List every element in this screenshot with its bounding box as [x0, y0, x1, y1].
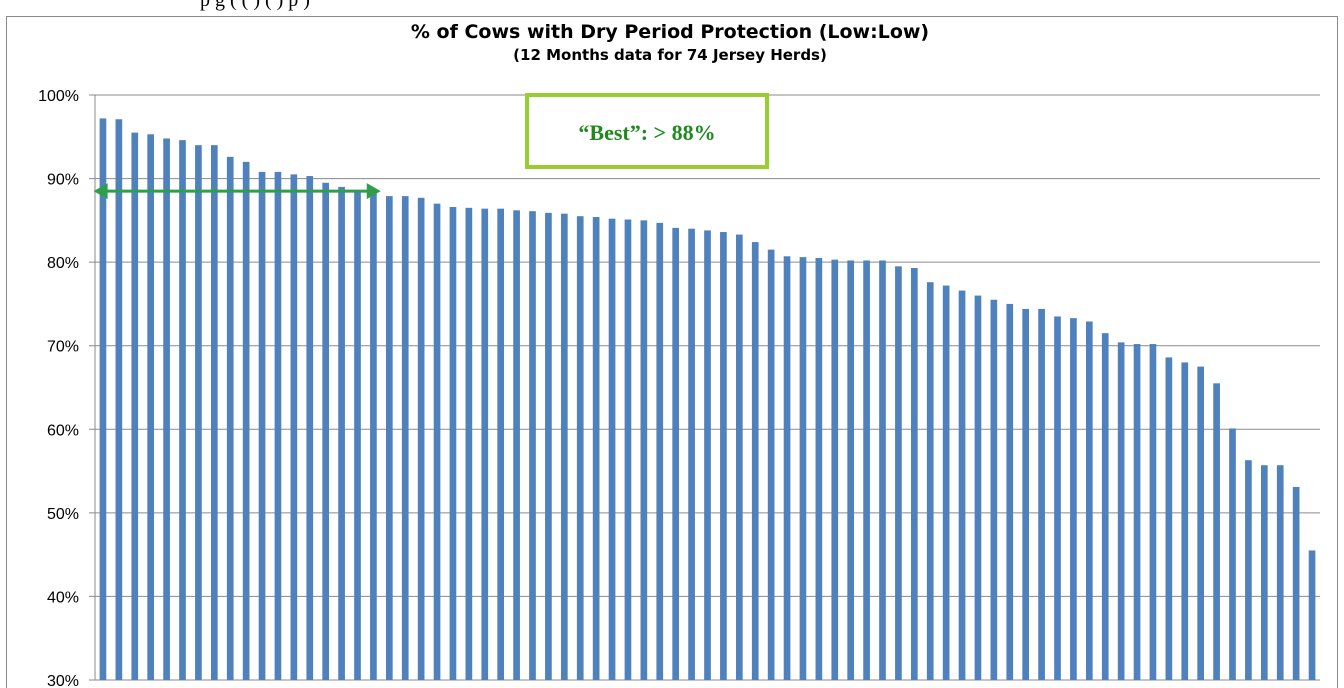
bar [370, 193, 377, 681]
bar [990, 299, 998, 680]
y-tick-label: 100% [38, 88, 79, 105]
bar [688, 228, 695, 680]
bar [1101, 333, 1109, 680]
callout-box [525, 93, 769, 169]
bar [720, 232, 727, 680]
bar [131, 132, 139, 681]
bar [195, 145, 202, 680]
bar [449, 206, 457, 681]
bar [545, 212, 552, 680]
bar [1085, 321, 1093, 680]
bar [1197, 366, 1205, 680]
bar [242, 161, 250, 681]
bar [433, 203, 441, 680]
bar [560, 213, 568, 681]
bar [290, 174, 298, 680]
bar [879, 260, 886, 680]
bar [672, 227, 680, 680]
bar [751, 242, 759, 680]
bar [1038, 308, 1045, 680]
top-caption: p g ( ( ) ( ) p ) [0, 0, 1344, 14]
chart-title: % of Cows with Dry Period Protection (Lo… [411, 21, 929, 43]
y-tick-label: 60% [47, 422, 79, 439]
bar [513, 210, 520, 680]
chart-subtitle: (12 Months data for 74 Jersey Herds) [513, 46, 827, 64]
bar [529, 211, 536, 680]
bar [831, 259, 839, 680]
bars [99, 118, 1316, 681]
bar [926, 282, 934, 680]
bar [576, 216, 584, 680]
callout-text: “Best”: > 88% [578, 120, 715, 145]
bar [322, 182, 330, 680]
bar [942, 285, 950, 680]
bar [767, 249, 775, 681]
bar [895, 266, 902, 680]
bar [258, 171, 266, 680]
bar [210, 145, 218, 680]
bar [656, 222, 664, 681]
bar [417, 197, 425, 681]
bar [799, 257, 807, 680]
bar [1006, 303, 1014, 680]
arrow-head-right [366, 183, 381, 200]
bar [1117, 342, 1125, 680]
bar [354, 191, 361, 681]
bar [640, 220, 648, 681]
bar [306, 176, 314, 680]
bar [481, 208, 489, 680]
bar [783, 256, 791, 680]
y-tick-label: 80% [47, 255, 79, 272]
bar [1070, 318, 1077, 680]
y-axis: 100% 90% 80% 70% 60% 50% 40% 30% [38, 88, 96, 688]
bar [338, 186, 345, 680]
bar [1213, 383, 1220, 680]
bar [1133, 344, 1141, 680]
bar [1181, 362, 1189, 680]
bar [592, 217, 600, 680]
bar [226, 156, 234, 681]
arrow-head-left [93, 183, 108, 200]
bar [385, 196, 393, 680]
bar [958, 290, 966, 680]
bar [608, 218, 616, 680]
bar [497, 208, 505, 680]
bar [179, 140, 186, 680]
top-caption-text: p g ( ( ) ( ) p ) [200, 0, 310, 11]
bar [115, 119, 123, 681]
bar [1276, 465, 1284, 680]
bar [1054, 316, 1061, 680]
y-tick-label: 70% [47, 339, 79, 356]
y-tick-label: 30% [47, 673, 79, 688]
y-tick-label: 50% [47, 506, 79, 523]
bar [815, 257, 823, 680]
bar [704, 230, 711, 680]
bar [910, 267, 918, 680]
bar [1165, 357, 1173, 680]
bar [163, 138, 170, 680]
bar [1229, 428, 1236, 680]
bar [147, 134, 155, 680]
bar [1245, 460, 1252, 680]
bar [1260, 465, 1268, 680]
y-tick-label: 90% [47, 172, 79, 189]
bar [401, 196, 409, 680]
annotation: “Best”: > 88% [93, 93, 769, 200]
bar [863, 260, 870, 680]
bar [274, 171, 282, 680]
bar [974, 295, 982, 680]
bar [735, 234, 743, 680]
bar [465, 207, 473, 680]
bar [1022, 308, 1030, 680]
bar [99, 118, 107, 680]
bar [1308, 550, 1316, 680]
bar [1149, 344, 1157, 680]
bar [847, 260, 855, 680]
y-tick-label: 40% [47, 589, 79, 606]
bar [624, 219, 632, 680]
bar [1292, 486, 1300, 680]
